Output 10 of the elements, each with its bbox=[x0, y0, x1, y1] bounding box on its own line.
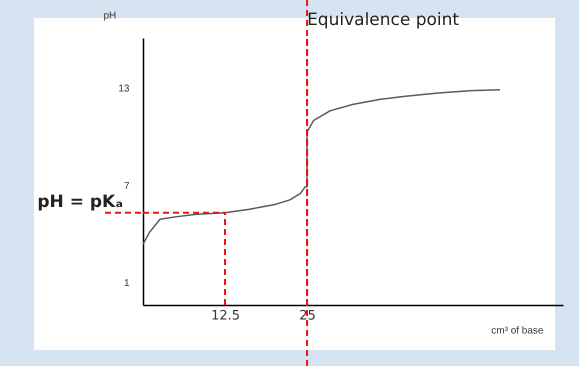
y-tick-label: 7 bbox=[124, 180, 130, 192]
y-axis-title: pH bbox=[104, 10, 116, 22]
y-tick-label: 1 bbox=[124, 278, 130, 289]
y-tick-label: 13 bbox=[118, 84, 130, 95]
line-series bbox=[143, 89, 501, 246]
x-tick-label: 25 bbox=[299, 308, 316, 324]
x-tick-label: 12.5 bbox=[211, 308, 240, 324]
x-axis-title: cm³ of base bbox=[491, 326, 544, 336]
ref-line-label: pH = pKₐ bbox=[37, 192, 123, 212]
ref-line-label: Equivalence point bbox=[307, 10, 460, 30]
